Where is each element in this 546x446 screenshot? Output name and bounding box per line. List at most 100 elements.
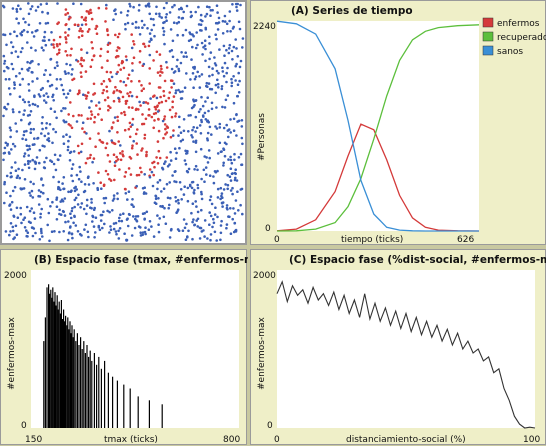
agent-sano bbox=[84, 223, 88, 227]
agent-sano bbox=[81, 121, 85, 124]
agent-sano bbox=[119, 11, 123, 14]
agent-sano bbox=[159, 205, 162, 208]
world-view[interactable] bbox=[0, 0, 247, 245]
agent-sano bbox=[199, 23, 203, 27]
agent-sano bbox=[200, 41, 204, 45]
agent-sano bbox=[200, 192, 203, 196]
agent-sano bbox=[204, 118, 208, 121]
agent-sano bbox=[10, 200, 14, 204]
agent-enfermo bbox=[131, 106, 134, 109]
agent-sano bbox=[177, 67, 180, 71]
agent-sano bbox=[36, 137, 39, 140]
agent-sano bbox=[124, 192, 128, 195]
agent-sano bbox=[34, 9, 38, 12]
agent-sano bbox=[75, 58, 78, 62]
agent-enfermo bbox=[138, 79, 141, 83]
agent-enfermo bbox=[80, 58, 83, 62]
agent-enfermo bbox=[77, 23, 80, 27]
agent-sano bbox=[199, 13, 203, 17]
agent-sano bbox=[194, 130, 197, 133]
phase-c-line bbox=[276, 280, 536, 429]
agent-sano bbox=[122, 80, 126, 84]
legend-swatch-sanos bbox=[482, 45, 494, 56]
agent-sano bbox=[3, 69, 6, 73]
x-min-label: 0 bbox=[274, 435, 280, 445]
agent-sano bbox=[230, 81, 234, 84]
agent-enfermo bbox=[153, 105, 157, 109]
series-line bbox=[276, 280, 536, 429]
agent-sano bbox=[203, 180, 206, 183]
agent-sano bbox=[119, 144, 122, 147]
agent-enfermo bbox=[76, 144, 80, 148]
agent-sano bbox=[44, 22, 48, 25]
agent-sano bbox=[162, 33, 165, 37]
agent-sano bbox=[178, 125, 181, 129]
agent-enfermo bbox=[127, 106, 131, 109]
agent-sano bbox=[143, 186, 146, 189]
legend-swatch-enfermos bbox=[482, 17, 494, 28]
agent-sano bbox=[178, 146, 181, 150]
plot-series-de-tiempo[interactable]: (A) Series de tiempo 2240 0 0 626 tiempo… bbox=[250, 0, 546, 245]
agent-sano bbox=[109, 225, 112, 228]
agent-enfermo bbox=[92, 82, 96, 86]
agent-sano bbox=[66, 148, 70, 152]
agent-enfermo bbox=[79, 62, 82, 66]
agent-sano bbox=[26, 114, 30, 117]
agent-sano bbox=[73, 189, 77, 193]
agent-sano bbox=[175, 65, 179, 68]
agent-sano bbox=[40, 229, 43, 233]
agent-sano bbox=[181, 90, 184, 93]
agent-sano bbox=[193, 168, 196, 171]
agent-sano bbox=[22, 113, 26, 116]
agent-sano bbox=[224, 98, 228, 102]
agent-sano bbox=[230, 84, 233, 88]
agent-sano bbox=[216, 22, 219, 25]
agent-enfermo bbox=[130, 33, 133, 36]
agent-sano bbox=[173, 147, 177, 150]
agent-sano bbox=[124, 22, 127, 26]
agent-sano bbox=[149, 97, 152, 100]
agent-sano bbox=[189, 15, 193, 19]
agent-sano bbox=[184, 162, 188, 166]
agent-sano bbox=[91, 214, 94, 218]
agent-sano bbox=[39, 216, 42, 219]
agent-sano bbox=[50, 31, 53, 34]
agent-sano bbox=[31, 234, 35, 238]
agent-enfermo bbox=[81, 127, 84, 130]
agent-enfermo bbox=[157, 129, 161, 133]
agent-sano bbox=[230, 49, 234, 53]
plot-espacio-fase-tmax[interactable]: (B) Espacio fase (tmax, #enfermos-max) 2… bbox=[0, 249, 248, 445]
agent-sano bbox=[157, 197, 160, 200]
agent-sano bbox=[65, 96, 68, 99]
agent-enfermo bbox=[76, 92, 80, 96]
agent-sano bbox=[72, 150, 76, 153]
agent-sano bbox=[18, 95, 22, 98]
agent-sano bbox=[30, 31, 34, 34]
agent-sano bbox=[85, 204, 89, 207]
plot-espacio-fase-dist[interactable]: (C) Espacio fase (%dist-social, #enfermo… bbox=[250, 249, 546, 445]
agent-sano bbox=[197, 110, 201, 114]
x-min-label: 0 bbox=[274, 235, 280, 245]
agent-sano bbox=[30, 207, 33, 210]
agent-sano bbox=[130, 203, 134, 207]
agent-sano bbox=[111, 209, 114, 212]
agent-sano bbox=[143, 173, 146, 176]
agent-sano bbox=[51, 95, 54, 99]
agent-enfermo bbox=[58, 48, 61, 52]
agent-sano bbox=[143, 218, 146, 221]
agent-sano bbox=[143, 230, 147, 234]
agent-sano bbox=[211, 73, 214, 77]
agent-sano bbox=[131, 69, 134, 72]
agent-sano bbox=[11, 7, 15, 10]
agent-sano bbox=[194, 75, 198, 78]
agent-sano bbox=[2, 158, 5, 162]
agent-sano bbox=[148, 32, 152, 35]
agent-sano bbox=[236, 190, 239, 193]
agent-enfermo bbox=[112, 121, 115, 124]
agent-sano bbox=[162, 30, 166, 33]
agent-enfermo bbox=[129, 157, 133, 160]
agent-sano bbox=[212, 221, 216, 225]
agent-sano bbox=[207, 109, 210, 113]
agent-enfermo bbox=[100, 66, 104, 69]
agent-sano bbox=[55, 78, 59, 81]
